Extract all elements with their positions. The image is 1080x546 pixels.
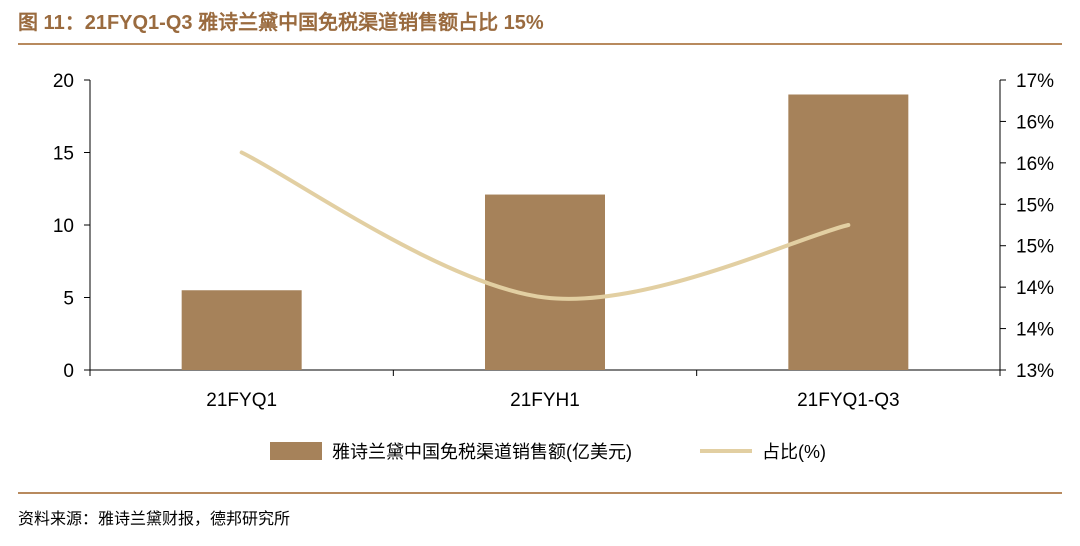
share-line	[239, 150, 851, 301]
x-tick-label: 21FYQ1	[206, 390, 277, 411]
bar-21FYH1	[485, 194, 605, 370]
right-tick-label: 17%	[1016, 71, 1054, 92]
bar-21FYQ1-Q3	[788, 94, 909, 370]
x-tick-label: 21FYQ1-Q3	[797, 390, 899, 411]
right-tick-label: 16%	[1016, 112, 1054, 133]
left-tick-label: 15	[53, 144, 74, 165]
right-tick-label: 15%	[1016, 237, 1054, 258]
figure-title: 图 11：21FYQ1-Q3 雅诗兰黛中国免税渠道销售额占比 15%	[18, 12, 544, 34]
left-tick-label: 5	[63, 289, 74, 310]
left-tick-label: 20	[53, 71, 74, 92]
title-rule	[18, 43, 1062, 45]
right-tick-label: 15%	[1016, 195, 1054, 216]
source-note: 资料来源：雅诗兰黛财报，德邦研究所	[18, 509, 291, 528]
legend-bar-swatch	[270, 442, 322, 460]
left-tick-label: 10	[53, 216, 74, 237]
x-tick-label: 21FYH1	[510, 390, 580, 411]
right-tick-label: 16%	[1016, 154, 1054, 175]
right-tick-label: 14%	[1016, 320, 1054, 341]
right-tick-label: 14%	[1016, 278, 1054, 299]
bar-21FYQ1	[181, 290, 302, 370]
right-tick-label: 13%	[1016, 361, 1054, 382]
legend-line-label: 占比(%)	[762, 442, 826, 462]
left-tick-label: 0	[63, 361, 74, 382]
source-rule	[18, 492, 1062, 494]
chart: 0 5 10 15 20 13% 14% 14% 15% 15% 16% 16% 17% 21FYQ1 21…	[53, 71, 1054, 462]
legend-bar-label: 雅诗兰黛中国免税渠道销售额(亿美元)	[332, 442, 632, 462]
